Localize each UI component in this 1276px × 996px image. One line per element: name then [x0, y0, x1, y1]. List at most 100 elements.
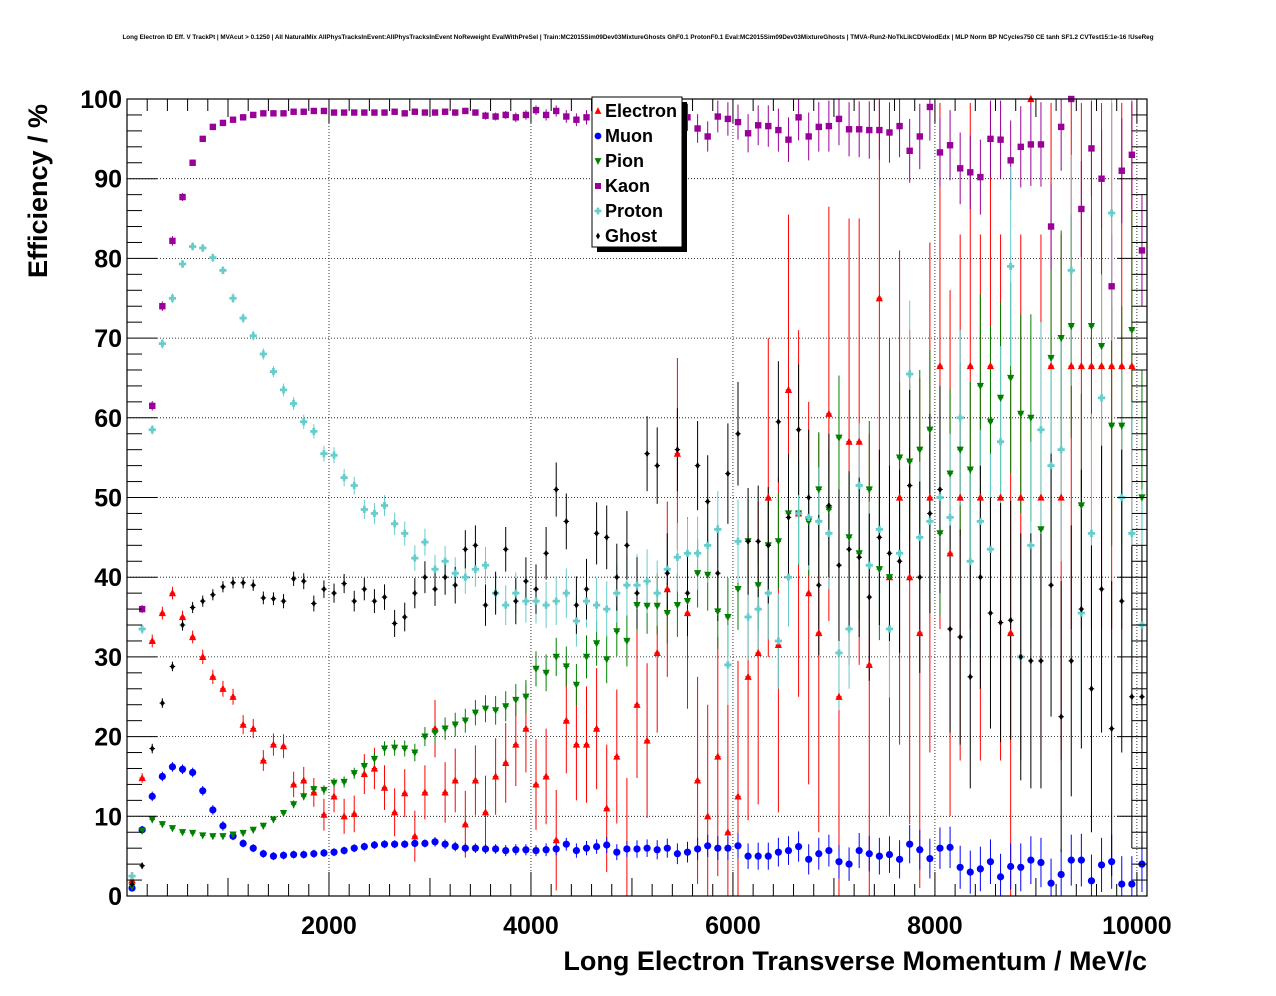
proton-point [956, 414, 964, 422]
proton-point [663, 565, 671, 573]
kaon-point [1078, 205, 1085, 213]
kaon-point [169, 237, 176, 245]
electron-point [1118, 361, 1126, 370]
proton-point [603, 605, 611, 613]
ghost-point [735, 430, 741, 438]
muon-point [956, 863, 964, 871]
muon-point [552, 845, 560, 853]
kaon-point [300, 108, 307, 115]
electron-point [805, 589, 813, 597]
proton-point [138, 625, 146, 633]
ghost-point [281, 597, 286, 605]
ghost-point [1038, 657, 1044, 665]
muon-point [906, 840, 914, 848]
kaon-point [795, 114, 802, 121]
pion-point [178, 829, 187, 837]
kaon-point [532, 106, 540, 114]
electron-point [784, 385, 793, 394]
muon-point [774, 848, 782, 856]
pion-point [330, 779, 338, 787]
pion-point [835, 434, 843, 442]
pion-point [774, 538, 782, 546]
electron-point [269, 740, 278, 748]
kaon-point [209, 123, 217, 131]
pion-point [229, 831, 237, 839]
ghost-point [251, 581, 256, 589]
electron-point [714, 752, 722, 760]
ghost-point [655, 462, 660, 470]
electron-point [946, 549, 954, 557]
electron-point [966, 361, 974, 370]
kaon-point [684, 114, 691, 121]
electron-point [1108, 361, 1116, 370]
proton-point [1057, 446, 1065, 454]
electron-point [724, 828, 732, 836]
pion-point [451, 721, 459, 729]
ghost-point [604, 533, 609, 541]
pion-point [986, 418, 995, 426]
proton-point [542, 601, 550, 609]
muon-point [532, 846, 540, 855]
kaon-point [431, 109, 439, 116]
proton-point [835, 649, 843, 657]
electron-point [158, 608, 166, 617]
muon-point [370, 841, 379, 849]
kaon-point [825, 122, 833, 130]
ghost-point [352, 597, 357, 605]
kaon-point [1007, 157, 1014, 164]
ghost-point [463, 545, 468, 553]
kaon-point [694, 125, 701, 132]
ghost-point [947, 625, 953, 633]
kaon-point [189, 159, 196, 166]
proton-point [734, 537, 742, 545]
proton-point [249, 332, 257, 340]
muon-point [754, 852, 762, 860]
muon-point [1118, 880, 1126, 888]
proton-point [340, 473, 348, 482]
pion-point [653, 602, 661, 610]
proton-point [966, 557, 974, 565]
electron-point [300, 776, 308, 784]
proton-point [310, 427, 318, 435]
proton-point [825, 529, 833, 537]
electron-point [178, 612, 187, 621]
pion-point [522, 693, 530, 701]
electron-point [401, 789, 409, 797]
kaon-point [270, 110, 277, 117]
proton-point [633, 581, 641, 589]
y-tick-label: 100 [80, 86, 122, 114]
electron-point [481, 808, 490, 816]
electron-point [593, 724, 601, 732]
kaon-point [1088, 145, 1095, 152]
pion-point [572, 681, 581, 689]
muon-point [259, 850, 267, 858]
proton-point [512, 589, 520, 597]
muon-point [199, 787, 207, 795]
ghost-point [685, 589, 690, 597]
proton-point [421, 538, 429, 546]
kaon-point [886, 129, 893, 136]
muon-point [1108, 858, 1116, 866]
ghost-point [240, 579, 246, 587]
kaon-point [1138, 247, 1146, 254]
ghost-point [412, 589, 417, 597]
kaon-point [1057, 123, 1065, 131]
proton-point [1037, 426, 1045, 434]
muon-point [1027, 856, 1035, 864]
pion-point [1097, 342, 1106, 351]
proton-point [593, 601, 601, 609]
kaon-point [754, 122, 762, 129]
electron-point [421, 788, 429, 796]
muon-point [492, 845, 500, 853]
muon-point [633, 845, 641, 853]
legend-pion-marker [594, 158, 602, 165]
kaon-point [724, 115, 732, 123]
pion-point [623, 637, 631, 646]
axis-tick-labels: 0 10 20 30 40 50 60 70 80 90 100 2000 4000 6000 8000 10… [80, 86, 1171, 940]
ghost-point [554, 485, 559, 494]
kaon-point [956, 165, 964, 172]
kaon-point [734, 118, 742, 126]
proton-point [623, 581, 631, 589]
electron-point [411, 832, 419, 840]
y-tick-label: 40 [94, 564, 122, 592]
